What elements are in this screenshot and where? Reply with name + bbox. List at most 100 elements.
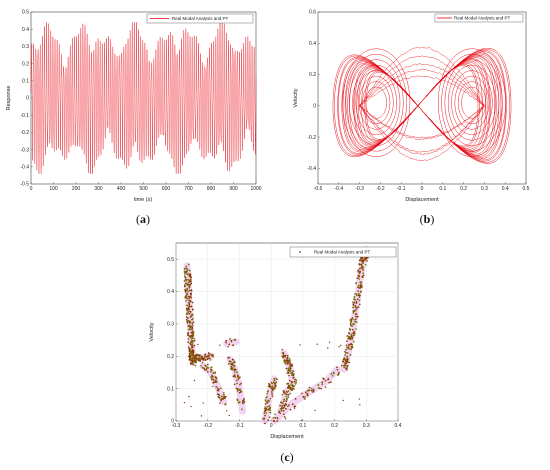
scatter-point bbox=[353, 298, 356, 301]
scatter-point bbox=[285, 360, 288, 362]
scatter-point bbox=[332, 371, 335, 374]
phase-lobe bbox=[444, 59, 500, 146]
y-tick-label: -0.5 bbox=[20, 182, 29, 188]
scatter-point bbox=[189, 295, 192, 298]
scatter-point bbox=[349, 354, 352, 356]
scatter-point bbox=[205, 369, 208, 371]
scatter-point bbox=[286, 362, 288, 365]
scatter-point bbox=[204, 353, 207, 356]
scatter-point bbox=[234, 368, 237, 371]
scatter-point bbox=[276, 378, 278, 381]
scatter-point bbox=[287, 371, 290, 374]
scatter-point bbox=[184, 273, 186, 275]
scatter-point bbox=[195, 357, 198, 360]
scatter-point bbox=[284, 354, 287, 357]
scatter-point bbox=[194, 364, 197, 367]
scatter-point bbox=[242, 399, 244, 402]
scatter-point bbox=[190, 282, 193, 285]
scatter-point bbox=[195, 355, 198, 357]
scatter-point bbox=[352, 312, 355, 314]
scatter-point bbox=[192, 354, 195, 357]
y-tick-label: 0.6 bbox=[309, 10, 316, 16]
x-tick-label: -0.4 bbox=[334, 186, 343, 192]
scatter-point bbox=[198, 357, 201, 359]
scatter-point bbox=[273, 377, 276, 380]
scatter-point bbox=[283, 398, 286, 401]
legend-label-c: Real Modal Analysis and PT bbox=[314, 250, 371, 255]
scatter-point bbox=[356, 315, 359, 318]
phase-lobe bbox=[348, 59, 404, 146]
scatter-point bbox=[352, 303, 355, 305]
scatter-point bbox=[338, 371, 340, 374]
scatter-point bbox=[219, 344, 221, 346]
scatter-point bbox=[198, 359, 201, 361]
scatter-point bbox=[184, 291, 187, 293]
scatter-point bbox=[289, 386, 292, 389]
scatter-point bbox=[275, 381, 278, 384]
scatter-point bbox=[351, 346, 354, 349]
scatter-point bbox=[342, 399, 344, 402]
x-tick-label: -0.3 bbox=[355, 186, 364, 192]
x-tick-label: 1000 bbox=[250, 186, 261, 192]
scatter-point bbox=[338, 346, 340, 348]
scatter-point bbox=[191, 337, 193, 340]
x-tick-label: -0.2 bbox=[203, 423, 212, 429]
scatter-point bbox=[200, 415, 203, 417]
scatter-point bbox=[358, 263, 360, 265]
scatter-point bbox=[271, 395, 274, 398]
scatter-point bbox=[232, 359, 235, 361]
scatter-point bbox=[210, 377, 213, 380]
scatter-point bbox=[348, 332, 351, 335]
caption-c: (c) bbox=[280, 450, 293, 464]
phase-crossing bbox=[359, 69, 485, 106]
x-tick-label: 300 bbox=[94, 186, 103, 192]
scatter-point bbox=[283, 355, 285, 357]
scatter-point bbox=[284, 393, 287, 395]
scatter-point bbox=[361, 267, 364, 270]
scatter-point bbox=[293, 373, 295, 375]
scatter-point bbox=[354, 293, 356, 295]
scatter-point bbox=[234, 376, 237, 378]
scatter-point bbox=[268, 416, 271, 419]
scatter-point bbox=[293, 388, 295, 391]
scatter-point bbox=[191, 322, 194, 325]
scatter-point bbox=[346, 367, 348, 369]
scatter-point bbox=[359, 404, 361, 406]
scatter-point bbox=[289, 367, 292, 370]
scatter-point bbox=[348, 344, 350, 346]
scatter-point bbox=[353, 332, 356, 335]
scatter-point bbox=[359, 284, 362, 287]
scatter-point bbox=[189, 283, 192, 286]
phase-crossing bbox=[359, 105, 485, 153]
scatter-point bbox=[285, 367, 288, 370]
scatter-point bbox=[310, 387, 313, 390]
scatter-point bbox=[230, 362, 232, 365]
scatter-point bbox=[192, 334, 195, 337]
scatter-point bbox=[283, 359, 286, 361]
scatter-point bbox=[266, 401, 269, 404]
scatter-point bbox=[304, 398, 306, 400]
scatter-point bbox=[355, 321, 358, 324]
phase-lobe bbox=[355, 70, 397, 135]
scatter-point bbox=[293, 405, 296, 408]
scatter-point bbox=[241, 408, 243, 411]
scatter-point bbox=[188, 286, 191, 289]
scatter-point bbox=[188, 310, 190, 313]
scatter-point bbox=[291, 363, 293, 366]
scatter-point bbox=[207, 367, 210, 369]
scatter-point bbox=[188, 352, 191, 355]
scatter-point bbox=[210, 368, 212, 371]
scatter-point bbox=[353, 340, 355, 343]
scatter-point bbox=[185, 300, 187, 302]
phase-lobe bbox=[441, 53, 503, 152]
scatter-point bbox=[350, 319, 353, 322]
scatter-point bbox=[187, 338, 190, 340]
scatter-point bbox=[193, 358, 196, 361]
scatter-point bbox=[357, 284, 360, 287]
y-tick-label: 0 bbox=[171, 419, 174, 425]
scatter-point bbox=[283, 413, 285, 416]
scatter-point bbox=[186, 269, 189, 272]
scatter-point bbox=[340, 364, 343, 367]
scatter-point bbox=[279, 404, 281, 407]
scatter-point bbox=[228, 356, 231, 359]
